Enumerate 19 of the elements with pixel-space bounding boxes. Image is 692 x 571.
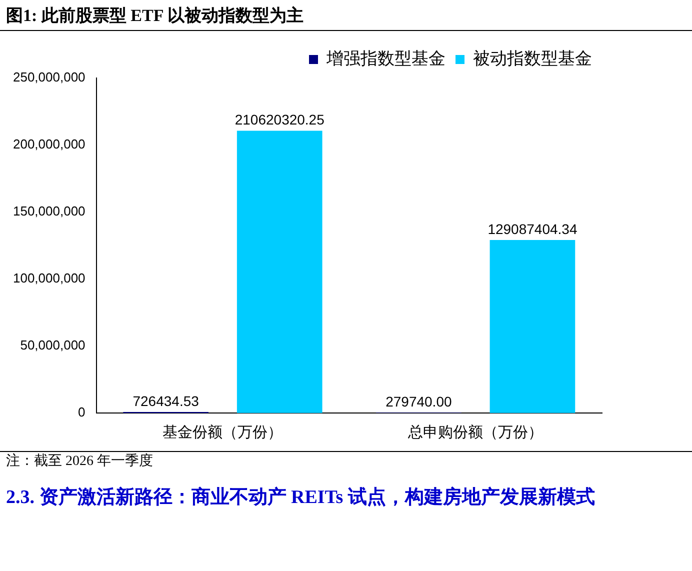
y-tick-label: 200,000,000 xyxy=(12,136,86,152)
text: 注：截至 2026 年一季度 xyxy=(6,452,154,471)
bar xyxy=(236,130,322,413)
x-tick-label: 基金份额（万份） xyxy=(162,424,283,441)
chart-title: 图1: 此前股票型 ETF 以被动指数型为主 xyxy=(0,0,692,31)
y-tick-label: 0 xyxy=(78,404,86,420)
x-tick-label: 总申购份额（万份） xyxy=(407,424,544,441)
bar xyxy=(490,240,576,413)
text: 2.3. 资产激活新路径：商业不动产 REITs 试点，构建房地产发展新模式 xyxy=(6,486,596,510)
y-tick-label: 50,000,000 xyxy=(20,338,86,353)
y-tick-label: 150,000,000 xyxy=(12,204,86,219)
legend-label: 被动指数型基金 xyxy=(473,48,592,68)
y-tick-label: 100,000,000 xyxy=(12,270,86,286)
data-label: 210620320.25 xyxy=(234,112,325,128)
data-label: 129087404.34 xyxy=(488,220,578,237)
y-tick-label: 250,000,000 xyxy=(12,70,86,85)
legend-label: 增强指数型基金 xyxy=(326,48,446,68)
data-label: 279740.00 xyxy=(386,393,452,410)
data-label: 726434.53 xyxy=(132,392,200,409)
